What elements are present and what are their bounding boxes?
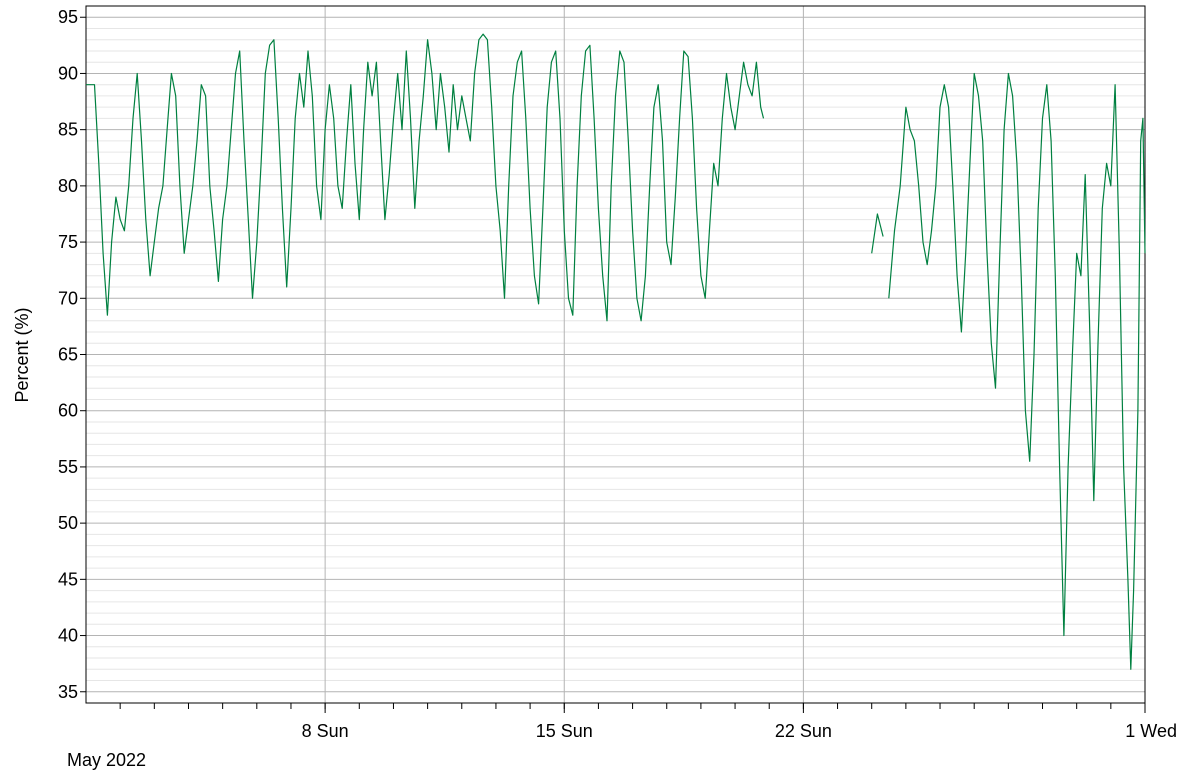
y-tick-label: 90 [58,63,78,83]
x-axis-day-ticks [119,703,1112,709]
y-tick-label: 70 [58,288,78,308]
y-axis-ticks: 35 40 45 50 55 60 65 70 75 80 85 90 95 [58,7,86,702]
x-tick-label: 15 Sun [536,721,593,741]
y-tick-label: 95 [58,7,78,27]
y-tick-label: 50 [58,513,78,533]
major-grid [86,6,1146,703]
x-tick-label: 22 Sun [775,721,832,741]
y-tick-label: 80 [58,176,78,196]
minor-grid [86,5,1145,704]
x-tick-label: 8 Sun [302,721,349,741]
y-tick-label: 40 [58,626,78,646]
x-tick-label: 1 Wed [1125,721,1177,741]
y-tick-label: 35 [58,682,78,702]
y-tick-label: 65 [58,345,78,365]
x-axis-ticks: 8 Sun 15 Sun 22 Sun 1 Wed [302,703,1177,741]
y-tick-label: 60 [58,401,78,421]
series-layer [86,33,1146,670]
y-tick-label: 45 [58,569,78,589]
y-tick-label: 85 [58,120,78,140]
x-axis-period-label: May 2022 [67,750,146,770]
series-line [86,33,1146,670]
y-tick-label: 75 [58,232,78,252]
y-axis-label: Percent (%) [12,307,32,402]
y-tick-label: 55 [58,457,78,477]
